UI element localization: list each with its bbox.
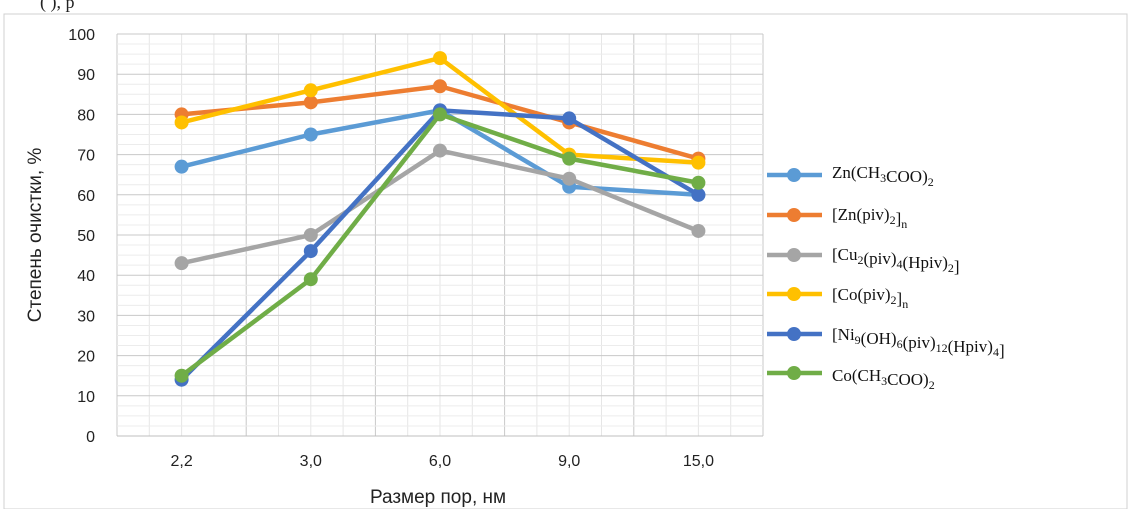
top-text-fragment: ( ), p	[40, 0, 75, 13]
data-point	[691, 187, 706, 202]
series-layer	[174, 51, 706, 387]
y-tick-label: 100	[68, 27, 95, 44]
y-tick-label: 30	[77, 308, 95, 325]
x-axis-tick-labels: 2,2 3,0 6,0 9,0 15,0	[170, 453, 714, 470]
legend-swatch-marker	[787, 248, 801, 262]
x-axis-title: Размер пор, нм	[370, 487, 506, 508]
legend-item	[767, 366, 822, 380]
y-tick-label: 80	[77, 107, 95, 124]
data-point	[433, 107, 447, 122]
data-point	[433, 143, 447, 158]
data-point	[174, 115, 189, 130]
data-point	[691, 223, 706, 238]
y-tick-label: 20	[77, 349, 95, 366]
legend: Zn(CH3COO)2 [Zn(piv)2]n [Cu2(piv)4(Hpiv)2]…	[767, 163, 1005, 392]
y-tick-label: 0	[86, 429, 95, 446]
data-point	[174, 368, 189, 383]
y-tick-label: 40	[77, 268, 95, 285]
legend-item	[767, 168, 822, 182]
series-4	[174, 51, 706, 170]
data-point	[691, 155, 706, 170]
x-tick-label: 2,2	[170, 453, 192, 470]
legend-label: [Co(piv)2]n	[832, 285, 908, 311]
legend-label: [Cu2(piv)4(Hpiv)2]	[832, 245, 960, 276]
legend-swatch-marker	[787, 208, 801, 222]
y-tick-label: 90	[77, 67, 95, 84]
x-tick-label: 6,0	[429, 453, 451, 470]
data-point	[303, 127, 318, 142]
data-point	[303, 272, 318, 287]
y-tick-label: 60	[77, 188, 95, 205]
legend-swatch-marker	[787, 327, 801, 341]
data-point	[562, 111, 577, 126]
y-tick-label: 70	[77, 148, 95, 165]
legend-swatch-marker	[787, 168, 801, 182]
legend-label: [Ni9(OH)6(piv)12(Hpiv)4]	[832, 325, 1005, 360]
x-tick-label: 3,0	[300, 453, 322, 470]
legend-label: Zn(CH3COO)2	[832, 163, 934, 189]
legend-item	[767, 248, 822, 262]
data-point	[303, 244, 318, 259]
legend-swatch-marker	[787, 287, 801, 301]
y-axis-title: Степень очистки, %	[25, 148, 46, 323]
data-point	[691, 175, 706, 190]
data-point	[174, 256, 189, 271]
data-point	[433, 79, 447, 94]
legend-label: Co(CH3COO)2	[832, 366, 935, 392]
legend-item	[767, 287, 822, 301]
data-point	[303, 95, 318, 110]
data-point	[174, 159, 189, 174]
data-point	[303, 228, 318, 242]
series-3	[174, 143, 706, 271]
series-6	[174, 107, 706, 383]
x-tick-label: 9,0	[558, 453, 580, 470]
y-tick-label: 10	[77, 389, 95, 406]
data-point	[562, 171, 577, 186]
data-point	[303, 83, 318, 98]
legend-swatch-marker	[787, 366, 801, 380]
y-axis-tick-labels: 0 10 20 30 40 50 60 70 80 90 100	[68, 27, 95, 446]
legend-label: [Zn(piv)2]n	[832, 205, 907, 231]
gridlines	[116, 33, 764, 437]
y-tick-label: 50	[77, 228, 95, 245]
data-point	[562, 151, 577, 166]
legend-item	[767, 327, 822, 341]
legend-item	[767, 208, 822, 222]
x-tick-label: 15,0	[683, 453, 714, 470]
data-point	[433, 51, 447, 66]
